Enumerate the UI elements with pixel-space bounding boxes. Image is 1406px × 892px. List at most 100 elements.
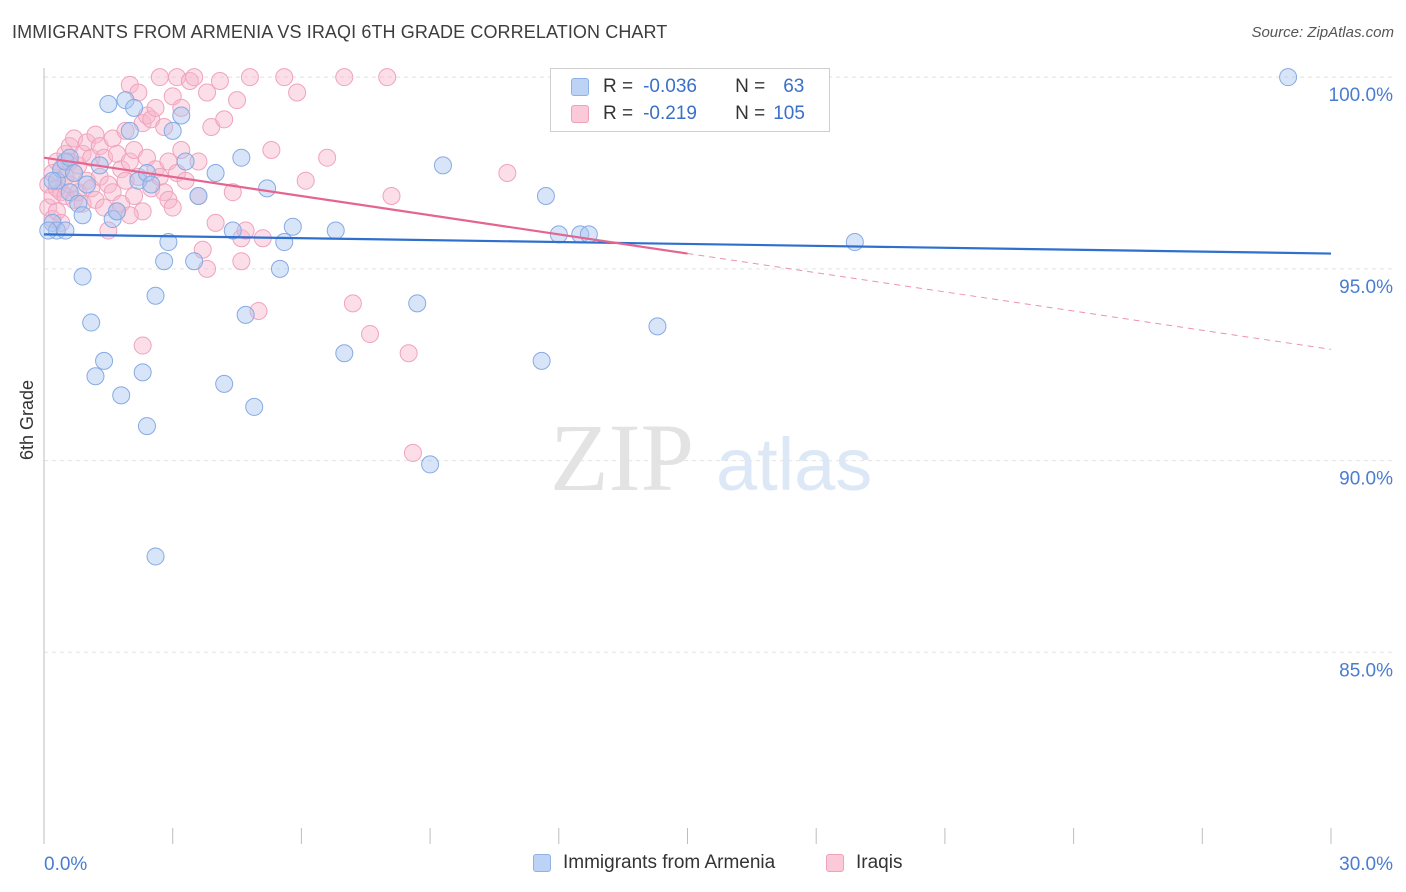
armenia-point — [283, 217, 302, 236]
legend-row-armenia: R = -0.036 N = 63 — [571, 74, 804, 100]
iraqis-point — [288, 83, 307, 102]
iraqis-point — [296, 171, 315, 190]
iraqis-point — [198, 83, 217, 102]
iraqis-point — [163, 198, 182, 217]
armenia-point — [159, 233, 178, 252]
armenia-point — [47, 171, 66, 190]
armenia-trend-line — [43, 233, 1332, 255]
watermark: ZIP atlas — [550, 404, 872, 511]
armenia-point — [137, 417, 156, 436]
legend-r-value: -0.036 — [643, 76, 697, 97]
iraqis-point — [172, 141, 191, 160]
armenia-point — [189, 187, 208, 206]
armenia-point — [146, 547, 165, 566]
bottom-legend-label-iraqis: Iraqis — [856, 852, 903, 873]
armenia-point — [433, 156, 452, 175]
armenia-point — [73, 206, 92, 225]
armenia-point — [95, 351, 114, 370]
iraqis-point — [133, 336, 152, 355]
armenia-point — [176, 152, 195, 171]
iraqis-point — [228, 91, 247, 110]
legend-swatch-armenia — [571, 78, 589, 96]
bottom-legend-swatch-armenia — [533, 854, 551, 872]
armenia-point — [142, 175, 161, 194]
legend-n-value: 63 — [783, 76, 805, 97]
iraqis-point — [86, 125, 105, 144]
iraqis-point — [335, 68, 354, 87]
armenia-point — [60, 148, 79, 167]
bottom-legend-armenia: Immigrants from Armenia — [533, 852, 775, 874]
armenia-point — [185, 252, 204, 271]
iraqis-point — [498, 164, 517, 183]
armenia-point — [43, 171, 62, 190]
armenia-point — [82, 313, 101, 332]
legend-n-label: N = — [735, 103, 766, 124]
armenia-point — [845, 233, 864, 252]
armenia-point — [107, 202, 126, 221]
armenia-point — [39, 221, 58, 240]
legend-n-value: 105 — [773, 103, 805, 124]
bottom-legend-label-armenia: Immigrants from Armenia — [563, 852, 776, 873]
iraqis-point — [47, 202, 66, 221]
armenia-point — [133, 363, 152, 382]
armenia-point — [206, 164, 225, 183]
legend-row-iraqis: R = -0.219 N = 105 — [571, 101, 805, 127]
chart-title: IMMIGRANTS FROM ARMENIA VS IRAQI 6TH GRA… — [12, 22, 668, 42]
armenia-point — [536, 187, 555, 206]
iraqis-point — [125, 187, 144, 206]
tick-labels: 85.0% 90.0% 95.0% 100.0% 0.0% 30.0% — [44, 85, 1393, 875]
armenia-point — [65, 164, 84, 183]
iraqis-point — [215, 110, 234, 129]
iraqis-point — [146, 98, 165, 117]
armenia-point — [99, 95, 118, 114]
correlation-legend: R = -0.036 N = 63 R = -0.219 N = 105 — [550, 68, 830, 132]
armenia-point — [77, 175, 96, 194]
legend-n-label: N = — [735, 76, 766, 97]
iraqis-point — [343, 294, 362, 313]
armenia-point — [172, 106, 191, 125]
watermark-zip: ZIP — [550, 404, 694, 511]
armenia-point — [326, 221, 345, 240]
armenia-point — [146, 286, 165, 305]
iraqis-point — [403, 443, 422, 462]
y-tick-label: 95.0% — [1339, 277, 1393, 298]
armenia-point — [421, 455, 440, 474]
iraqis-point — [262, 141, 281, 160]
iraqis-point — [116, 121, 135, 140]
y-tick-label: 85.0% — [1339, 660, 1393, 681]
iraqis-point — [206, 213, 225, 232]
armenia-point — [69, 194, 88, 213]
bottom-legend-iraqis: Iraqis — [826, 852, 902, 874]
iraqis-point — [210, 72, 229, 91]
iraqis-point — [223, 183, 242, 202]
series-armenia-points — [39, 68, 1298, 566]
armenia-point — [73, 267, 92, 286]
iraqis-point — [155, 118, 174, 137]
iraqis-point — [275, 68, 294, 87]
bottom-legend-swatch-iraqis — [826, 854, 844, 872]
armenia-point — [532, 351, 551, 370]
armenia-point — [215, 374, 234, 393]
iraqis-point — [232, 252, 251, 271]
armenia-point — [120, 121, 139, 140]
armenia-point — [163, 121, 182, 140]
armenia-point — [125, 98, 144, 117]
armenia-point — [245, 397, 264, 416]
iraqis-trend-line — [43, 156, 688, 255]
iraqis-point — [382, 187, 401, 206]
iraqis-trend-extension — [687, 253, 1332, 350]
legend-swatch-iraqis — [571, 105, 589, 123]
armenia-point — [236, 305, 255, 324]
x-tick-label: 0.0% — [44, 854, 87, 875]
legend-r-value: -0.219 — [643, 103, 697, 124]
iraqis-point — [361, 325, 380, 344]
armenia-point — [335, 344, 354, 363]
armenia-point — [223, 221, 242, 240]
iraqis-point — [185, 68, 204, 87]
armenia-point — [275, 233, 294, 252]
y-tick-label: 90.0% — [1339, 469, 1393, 490]
iraqis-point — [240, 68, 259, 87]
armenia-point — [270, 259, 289, 278]
legend-r-label: R = — [603, 103, 634, 124]
iraqis-point — [378, 68, 397, 87]
